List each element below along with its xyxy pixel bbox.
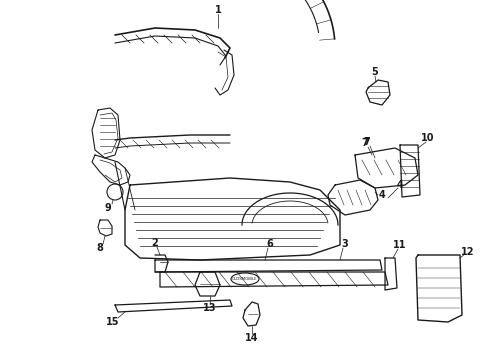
Text: 8: 8 — [97, 243, 103, 253]
Text: 9: 9 — [105, 203, 111, 213]
Text: 7: 7 — [364, 137, 370, 147]
Text: OLDSMOBILE: OLDSMOBILE — [232, 277, 258, 281]
Text: 7: 7 — [362, 138, 368, 148]
Text: 10: 10 — [421, 133, 435, 143]
Text: 5: 5 — [371, 67, 378, 77]
Text: 4: 4 — [396, 180, 403, 190]
Text: 2: 2 — [151, 238, 158, 248]
Text: 4: 4 — [379, 190, 385, 200]
Text: 14: 14 — [245, 333, 259, 343]
Text: 6: 6 — [267, 239, 273, 249]
Text: 13: 13 — [203, 303, 217, 313]
Text: 15: 15 — [106, 317, 120, 327]
Text: 3: 3 — [342, 239, 348, 249]
Text: 12: 12 — [461, 247, 475, 257]
Text: 1: 1 — [215, 5, 221, 15]
Text: 11: 11 — [393, 240, 407, 250]
